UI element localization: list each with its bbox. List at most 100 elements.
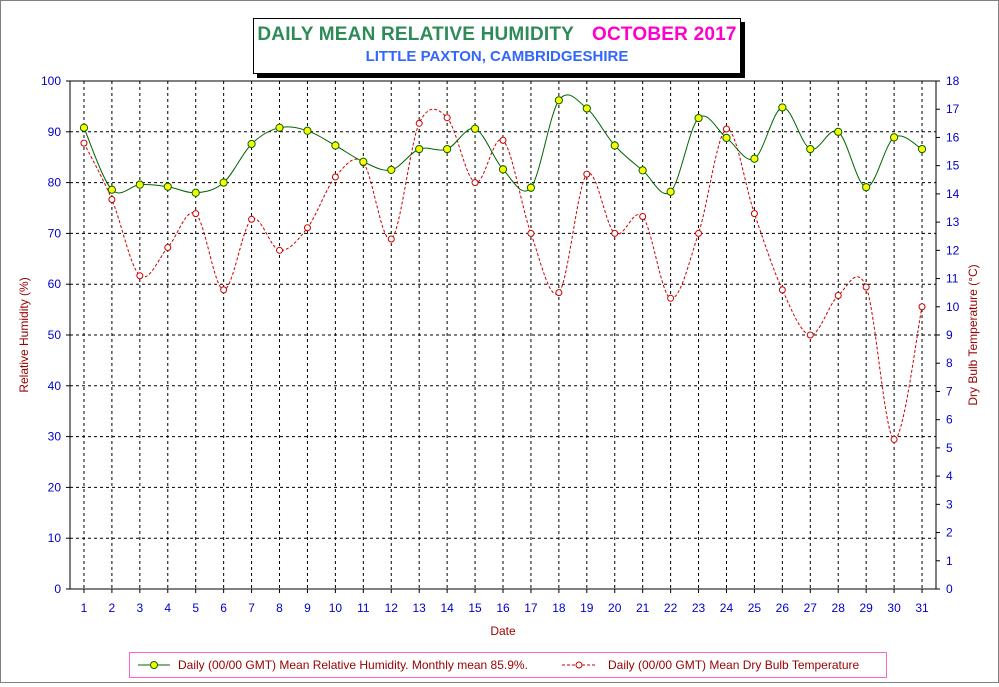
humidity-point [219, 178, 228, 187]
temperature-point [443, 114, 451, 122]
humidity-point [163, 182, 172, 191]
humidity-point [135, 180, 144, 189]
y-right-tick-label: 9 [946, 328, 953, 342]
axis-ticks: 0102030405060708090100012345678910111213… [41, 74, 960, 615]
humidity-point [526, 183, 536, 192]
y-right-tick-label: 7 [946, 384, 953, 398]
y-right-tick-label: 11 [946, 272, 959, 286]
x-tick-label: 6 [220, 601, 227, 615]
x-tick-label: 13 [413, 601, 427, 615]
y-right-tick-label: 13 [946, 215, 960, 229]
humidity-point [554, 96, 563, 105]
temperature-point [611, 229, 619, 237]
temperature-point [695, 229, 703, 237]
x-tick-label: 31 [915, 601, 929, 615]
humidity-point [917, 144, 927, 154]
humidity-point [889, 133, 899, 142]
y-right-tick-label: 6 [946, 413, 953, 427]
temperature-point [499, 136, 507, 144]
x-tick-label: 21 [636, 601, 650, 615]
humidity-point [415, 144, 424, 154]
x-tick-label: 20 [608, 601, 622, 615]
humidity-point [862, 183, 871, 192]
y-left-tick-label: 100 [41, 74, 61, 88]
y-left-tick-label: 10 [48, 531, 62, 545]
humidity-point [191, 188, 200, 197]
temperature-point [778, 286, 786, 294]
y-left-tick-label: 20 [48, 480, 62, 494]
temperature-point [276, 246, 284, 254]
temperature-point [918, 303, 926, 311]
temperature-point [387, 235, 395, 243]
temperature-point [136, 272, 144, 280]
temperature-point [750, 210, 758, 218]
x-tick-label: 28 [832, 601, 846, 615]
x-tick-label: 19 [580, 601, 594, 615]
series-layer [79, 94, 927, 443]
legend-temperature-label: Daily (00/00 GMT) Mean Dry Bulb Temperat… [608, 658, 860, 672]
humidity-point [610, 141, 619, 150]
temperature-point [303, 224, 311, 232]
humidity-point [470, 124, 480, 133]
x-tick-label: 18 [552, 601, 566, 615]
y-axis-right-title: Dry Bulb Temperature (°C) [966, 264, 980, 405]
x-tick-label: 25 [748, 601, 762, 615]
chart-legend: Daily (00/00 GMT) Mean Relative Humidity… [129, 652, 887, 678]
temperature-point [806, 331, 814, 339]
y-right-tick-label: 0 [946, 582, 953, 596]
y-right-tick-label: 14 [946, 187, 960, 201]
chart-title-period: OCTOBER 2017 [592, 24, 737, 45]
y-right-tick-label: 10 [946, 300, 960, 314]
legend-temperature-marker [575, 661, 583, 669]
y-left-tick-label: 70 [48, 226, 62, 240]
temperature-point [583, 170, 591, 178]
humidity-point [722, 133, 731, 142]
humidity-point [778, 103, 787, 112]
temperature-point [415, 119, 423, 127]
humidity-point [359, 157, 368, 166]
temperature-point [192, 210, 200, 218]
x-tick-label: 8 [276, 601, 283, 615]
temperature-point [248, 215, 256, 223]
temperature-point [834, 291, 842, 299]
temperature-point [471, 179, 479, 187]
humidity-point [107, 185, 117, 194]
legend-humidity-marker [150, 661, 158, 669]
y-axis-left-title: Relative Humidity (%) [17, 277, 31, 392]
y-right-tick-label: 8 [946, 356, 953, 370]
y-left-tick-label: 40 [48, 379, 62, 393]
y-left-tick-label: 50 [48, 328, 62, 342]
x-tick-label: 24 [720, 601, 734, 615]
x-tick-label: 3 [136, 601, 143, 615]
x-tick-label: 1 [81, 601, 88, 615]
y-right-tick-label: 3 [946, 497, 953, 511]
chart-subtitle: LITTLE PAXTON, CAMBRIDGESHIRE [365, 48, 629, 65]
y-right-tick-label: 4 [946, 469, 953, 483]
x-tick-label: 23 [692, 601, 706, 615]
y-right-tick-label: 1 [946, 554, 953, 568]
x-tick-label: 30 [887, 601, 901, 615]
humidity-point [582, 104, 591, 113]
x-tick-label: 27 [804, 601, 818, 615]
humidity-point [275, 123, 284, 132]
temperature-point [890, 435, 898, 443]
legend-humidity-label: Daily (00/00 GMT) Mean Relative Humidity… [178, 658, 528, 672]
temperature-point [862, 283, 870, 291]
y-right-tick-label: 12 [946, 243, 960, 257]
y-left-tick-label: 30 [48, 430, 62, 444]
y-left-tick-label: 90 [48, 125, 62, 139]
x-tick-label: 15 [468, 601, 482, 615]
x-tick-label: 14 [440, 601, 454, 615]
y-right-tick-label: 18 [946, 74, 960, 88]
humidity-point [331, 141, 340, 150]
y-right-tick-label: 5 [946, 441, 953, 455]
x-tick-label: 10 [329, 601, 343, 615]
x-tick-label: 2 [109, 601, 116, 615]
temperature-point [220, 286, 228, 294]
humidity-point [750, 154, 759, 163]
humidity-point [638, 166, 647, 175]
temperature-point [639, 212, 647, 220]
humidity-point [443, 144, 452, 154]
